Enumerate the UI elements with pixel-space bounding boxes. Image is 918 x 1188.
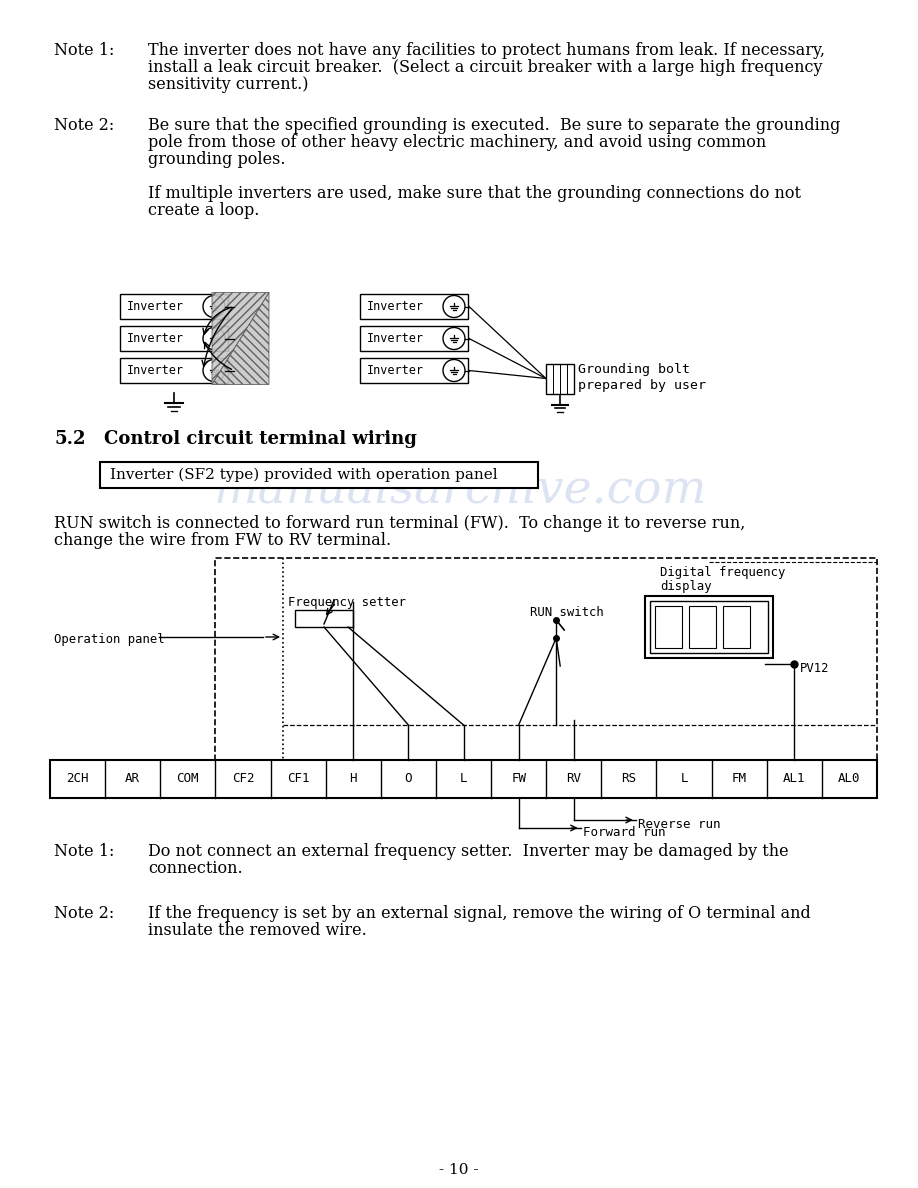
Bar: [100, 462, 538, 488]
Text: manualsarchive.com: manualsarchive.com: [213, 467, 707, 513]
Bar: [50, 760, 877, 798]
Bar: [689, 606, 716, 647]
Bar: [546, 364, 574, 393]
Text: pole from those of other heavy electric machinery, and avoid using common: pole from those of other heavy electric …: [148, 134, 767, 151]
Text: Note 1:: Note 1:: [54, 843, 115, 860]
Bar: [360, 293, 468, 320]
Text: If multiple inverters are used, make sure that the grounding connections do not: If multiple inverters are used, make sur…: [148, 185, 801, 202]
Text: L: L: [680, 772, 688, 785]
Text: Control circuit terminal wiring: Control circuit terminal wiring: [104, 430, 417, 448]
Text: RUN switch: RUN switch: [530, 606, 604, 619]
Polygon shape: [212, 292, 269, 385]
Text: RUN switch is connected to forward run terminal (FW).  To change it to reverse r: RUN switch is connected to forward run t…: [54, 516, 745, 532]
Bar: [120, 326, 228, 350]
Text: RV: RV: [566, 772, 581, 785]
Bar: [120, 358, 228, 383]
Text: Inverter: Inverter: [367, 301, 424, 312]
Text: display: display: [660, 580, 711, 593]
Text: Frequency setter: Frequency setter: [288, 596, 406, 609]
Bar: [655, 606, 682, 647]
Text: Inverter: Inverter: [367, 364, 424, 377]
Circle shape: [203, 360, 225, 381]
Bar: [360, 326, 468, 350]
Text: prepared by user: prepared by user: [578, 379, 706, 392]
Text: CF1: CF1: [286, 772, 309, 785]
Circle shape: [203, 296, 225, 317]
Text: Inverter: Inverter: [127, 301, 184, 312]
Text: Be sure that the specified grounding is executed.  Be sure to separate the groun: Be sure that the specified grounding is …: [148, 116, 840, 134]
Bar: [650, 601, 768, 653]
Text: H: H: [350, 772, 357, 785]
Text: AL1: AL1: [783, 772, 806, 785]
Bar: [360, 358, 468, 383]
Circle shape: [443, 328, 465, 349]
Bar: [723, 606, 750, 647]
Text: Operation panel: Operation panel: [54, 633, 164, 646]
Text: Do not connect an external frequency setter.  Inverter may be damaged by the: Do not connect an external frequency set…: [148, 843, 789, 860]
Text: grounding poles.: grounding poles.: [148, 151, 285, 168]
Text: Inverter: Inverter: [127, 331, 184, 345]
Text: Digital frequency: Digital frequency: [660, 565, 786, 579]
Text: If the frequency is set by an external signal, remove the wiring of O terminal a: If the frequency is set by an external s…: [148, 905, 811, 922]
Text: CF2: CF2: [231, 772, 254, 785]
Text: The inverter does not have any facilities to protect humans from leak. If necess: The inverter does not have any facilitie…: [148, 42, 825, 59]
Text: FW: FW: [511, 772, 526, 785]
Text: insulate the removed wire.: insulate the removed wire.: [148, 922, 367, 939]
Text: Forward run: Forward run: [583, 827, 666, 840]
Text: Note 1:: Note 1:: [54, 42, 115, 59]
Text: Note 2:: Note 2:: [54, 905, 114, 922]
Text: 5.2: 5.2: [54, 430, 85, 448]
Circle shape: [443, 296, 465, 317]
Circle shape: [443, 360, 465, 381]
Text: sensitivity current.): sensitivity current.): [148, 76, 308, 93]
Text: install a leak circuit breaker.  (Select a circuit breaker with a large high fre: install a leak circuit breaker. (Select …: [148, 59, 823, 76]
Text: L: L: [460, 772, 467, 785]
Text: - 10 -: - 10 -: [439, 1163, 479, 1177]
Circle shape: [203, 328, 225, 349]
Text: PV12: PV12: [800, 662, 830, 675]
Bar: [645, 596, 773, 658]
Text: change the wire from FW to RV terminal.: change the wire from FW to RV terminal.: [54, 532, 391, 549]
Polygon shape: [212, 292, 269, 385]
Text: Inverter: Inverter: [127, 364, 184, 377]
Text: connection.: connection.: [148, 860, 242, 877]
Text: O: O: [405, 772, 412, 785]
Text: RS: RS: [621, 772, 636, 785]
Text: create a loop.: create a loop.: [148, 202, 260, 219]
Text: Inverter (SF2 type) provided with operation panel: Inverter (SF2 type) provided with operat…: [110, 468, 498, 482]
Text: AL0: AL0: [838, 772, 861, 785]
Text: AR: AR: [125, 772, 140, 785]
Bar: [215, 558, 877, 760]
Text: Reverse run: Reverse run: [638, 819, 721, 832]
Text: COM: COM: [176, 772, 199, 785]
Bar: [295, 609, 353, 627]
Text: Note 2:: Note 2:: [54, 116, 114, 134]
Text: FM: FM: [732, 772, 746, 785]
Bar: [120, 293, 228, 320]
Text: 2CH: 2CH: [66, 772, 89, 785]
Text: Grounding bolt: Grounding bolt: [578, 362, 690, 375]
Text: Inverter: Inverter: [367, 331, 424, 345]
